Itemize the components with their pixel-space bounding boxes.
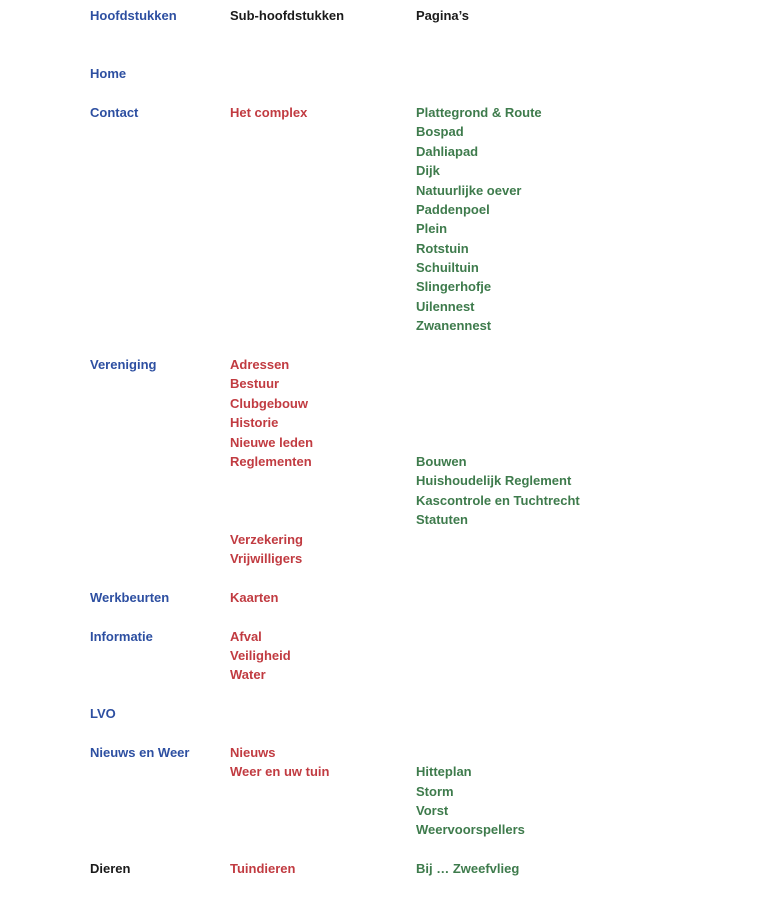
subchapter-afval: Afval [230,628,262,644]
page-vorst: Vorst [416,803,449,819]
page-dahliapad: Dahliapad [416,143,479,159]
page-zwanennest: Zwanennest [416,318,492,334]
subchapter-adressen: Adressen [230,357,290,373]
column-headers-row: Hoofdstukken Sub-hoofdstukken Pagina’s [90,6,779,25]
subchapter-kaarten: Kaarten [230,589,279,605]
page-huishoudelijk-reglement: Huishoudelijk Reglement [416,473,572,489]
chapter-nieuws-en-weer: Nieuws en Weer [90,744,190,760]
chapter-werkbeurten: Werkbeurten [90,589,170,605]
section-lvo: LVO [90,704,779,723]
chapter-lvo: LVO [90,706,116,722]
chapter-home: Home [90,66,127,82]
spacer-line [230,491,416,510]
page-bij-zweefvlieg: Bij … Zweefvlieg [416,861,520,877]
subchapter-water: Water [230,667,266,683]
section-home: Home [90,64,779,83]
page-statuten: Statuten [416,512,468,528]
page-paddenpoel: Paddenpoel [416,201,490,217]
page-uilennest: Uilennest [416,298,475,314]
subchapter-weer-en-uw-tuin: Weer en uw tuin [230,764,330,780]
spacer-line [416,743,779,762]
column-header-sub-hoofdstukken: Sub-hoofdstukken [230,8,345,23]
section-werkbeurten: Werkbeurten Kaarten [90,588,779,607]
section-contact: Contact Het complex Plattegrond & Route … [90,103,779,336]
subchapter-tuindieren: Tuindieren [230,861,296,877]
spacer-line [416,355,779,374]
spacer-line [416,394,779,413]
page-rotstuin: Rotstuin [416,240,469,256]
column-header-paginas: Pagina’s [416,8,469,23]
page-plattegrond-route: Plattegrond & Route [416,104,542,120]
page-weervoorspellers: Weervoorspellers [416,822,525,838]
chapter-informatie: Informatie [90,628,153,644]
chapter-contact: Contact [90,104,139,120]
section-informatie: Informatie Afval Veiligheid Water [90,627,779,685]
subchapter-veiligheid: Veiligheid [230,647,291,663]
spacer-line [416,374,779,393]
section-vereniging: Vereniging Adressen Bestuur Clubgebouw H… [90,355,779,568]
spacer-line [416,413,779,432]
section-dieren: Dieren Tuindieren Bij … Zweefvlieg [90,859,779,878]
page-storm: Storm [416,783,454,799]
page-plein: Plein [416,221,448,237]
chapter-vereniging: Vereniging [90,357,157,373]
subchapter-nieuws: Nieuws [230,744,276,760]
subchapter-reglementen: Reglementen [230,454,312,469]
subchapter-vrijwilligers: Vrijwilligers [230,550,303,566]
spacer-line [230,471,416,490]
page-natuurlijke-oever: Natuurlijke oever [416,182,522,198]
page-slingerhofje: Slingerhofje [416,279,492,295]
page-bouwen: Bouwen [416,454,467,469]
subchapter-bestuur: Bestuur [230,376,280,392]
page-dijk: Dijk [416,163,440,179]
subchapter-historie: Historie [230,415,279,431]
subchapter-clubgebouw: Clubgebouw [230,395,308,411]
subchapter-nieuwe-leden: Nieuwe leden [230,434,314,450]
page-schuiltuin: Schuiltuin [416,260,479,276]
page-hitteplan: Hitteplan [416,764,472,780]
spacer-line [230,510,416,529]
chapter-dieren: Dieren [90,861,131,877]
document-page: Hoofdstukken Sub-hoofdstukken Pagina’s H… [90,6,779,878]
page-bospad: Bospad [416,124,464,140]
subchapter-verzekering: Verzekering [230,531,303,547]
column-header-hoofdstukken: Hoofdstukken [90,8,177,23]
subchapter-het-complex: Het complex [230,104,308,120]
page-kascontrole-en-tuchtrecht: Kascontrole en Tuchtrecht [416,492,580,508]
spacer-line [416,433,779,452]
section-nieuws-en-weer: Nieuws en Weer Nieuws Weer en uw tuin Hi… [90,743,779,840]
